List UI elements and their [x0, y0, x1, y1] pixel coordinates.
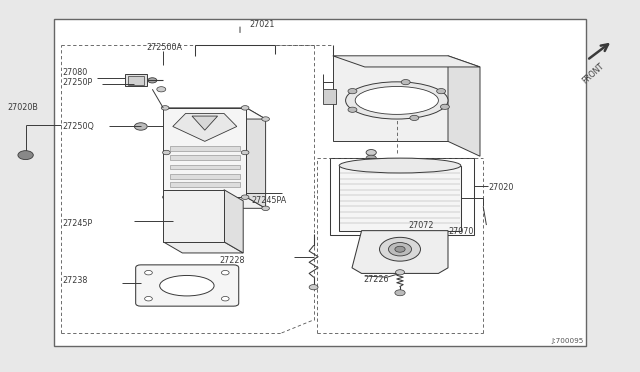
Text: 27250P: 27250P: [63, 78, 93, 87]
Polygon shape: [333, 56, 448, 141]
Text: FRONT: FRONT: [580, 61, 606, 86]
Circle shape: [241, 106, 249, 110]
Polygon shape: [128, 76, 144, 85]
Circle shape: [410, 115, 419, 121]
Polygon shape: [352, 231, 448, 273]
Polygon shape: [192, 116, 218, 130]
Polygon shape: [339, 166, 461, 231]
Ellipse shape: [346, 82, 448, 119]
Circle shape: [262, 206, 269, 211]
Text: 27072: 27072: [408, 221, 434, 230]
Polygon shape: [163, 242, 243, 253]
Text: 27238: 27238: [63, 276, 88, 285]
Polygon shape: [163, 108, 266, 119]
Circle shape: [241, 195, 249, 199]
Circle shape: [436, 89, 445, 94]
Polygon shape: [246, 108, 266, 208]
Circle shape: [395, 246, 405, 252]
Text: 272500A: 272500A: [146, 43, 182, 52]
Text: 27080: 27080: [63, 68, 88, 77]
Polygon shape: [170, 174, 240, 179]
Text: 27070: 27070: [448, 227, 474, 236]
Circle shape: [401, 80, 410, 85]
Circle shape: [440, 104, 449, 109]
Circle shape: [221, 270, 229, 275]
Polygon shape: [170, 182, 240, 187]
Text: 27020: 27020: [488, 183, 514, 192]
Polygon shape: [333, 56, 480, 67]
Polygon shape: [163, 197, 266, 208]
Ellipse shape: [160, 275, 214, 296]
Text: 27245P: 27245P: [63, 219, 93, 228]
Text: 27226: 27226: [364, 275, 389, 284]
Circle shape: [163, 150, 170, 155]
Bar: [54, 19, 586, 346]
Circle shape: [309, 285, 318, 290]
Polygon shape: [170, 155, 240, 160]
Polygon shape: [170, 146, 240, 151]
Circle shape: [163, 195, 170, 199]
Polygon shape: [323, 89, 336, 104]
Circle shape: [348, 89, 357, 94]
Circle shape: [157, 87, 166, 92]
Circle shape: [241, 150, 249, 155]
Circle shape: [366, 150, 376, 155]
Circle shape: [396, 270, 404, 275]
Circle shape: [161, 106, 169, 110]
Circle shape: [148, 78, 157, 83]
Polygon shape: [125, 74, 147, 86]
Polygon shape: [170, 165, 240, 169]
Text: 27228: 27228: [219, 256, 244, 265]
FancyBboxPatch shape: [136, 265, 239, 306]
Polygon shape: [173, 113, 237, 141]
Polygon shape: [163, 108, 246, 197]
Circle shape: [145, 270, 152, 275]
Ellipse shape: [355, 86, 438, 114]
Circle shape: [262, 117, 269, 121]
Circle shape: [388, 243, 412, 256]
Circle shape: [348, 107, 357, 112]
Circle shape: [221, 296, 229, 301]
Circle shape: [18, 151, 33, 160]
Text: 27250Q: 27250Q: [63, 122, 95, 131]
Text: 27021: 27021: [250, 20, 275, 29]
Text: J:700095: J:700095: [551, 339, 584, 344]
Circle shape: [380, 237, 420, 261]
Polygon shape: [448, 56, 480, 156]
Circle shape: [395, 290, 405, 296]
Circle shape: [134, 123, 147, 130]
Circle shape: [366, 155, 376, 161]
Polygon shape: [163, 190, 224, 242]
Circle shape: [145, 296, 152, 301]
Text: 27245PA: 27245PA: [251, 196, 286, 205]
Polygon shape: [224, 190, 243, 253]
Text: 27020B: 27020B: [8, 103, 38, 112]
Ellipse shape: [339, 158, 461, 173]
